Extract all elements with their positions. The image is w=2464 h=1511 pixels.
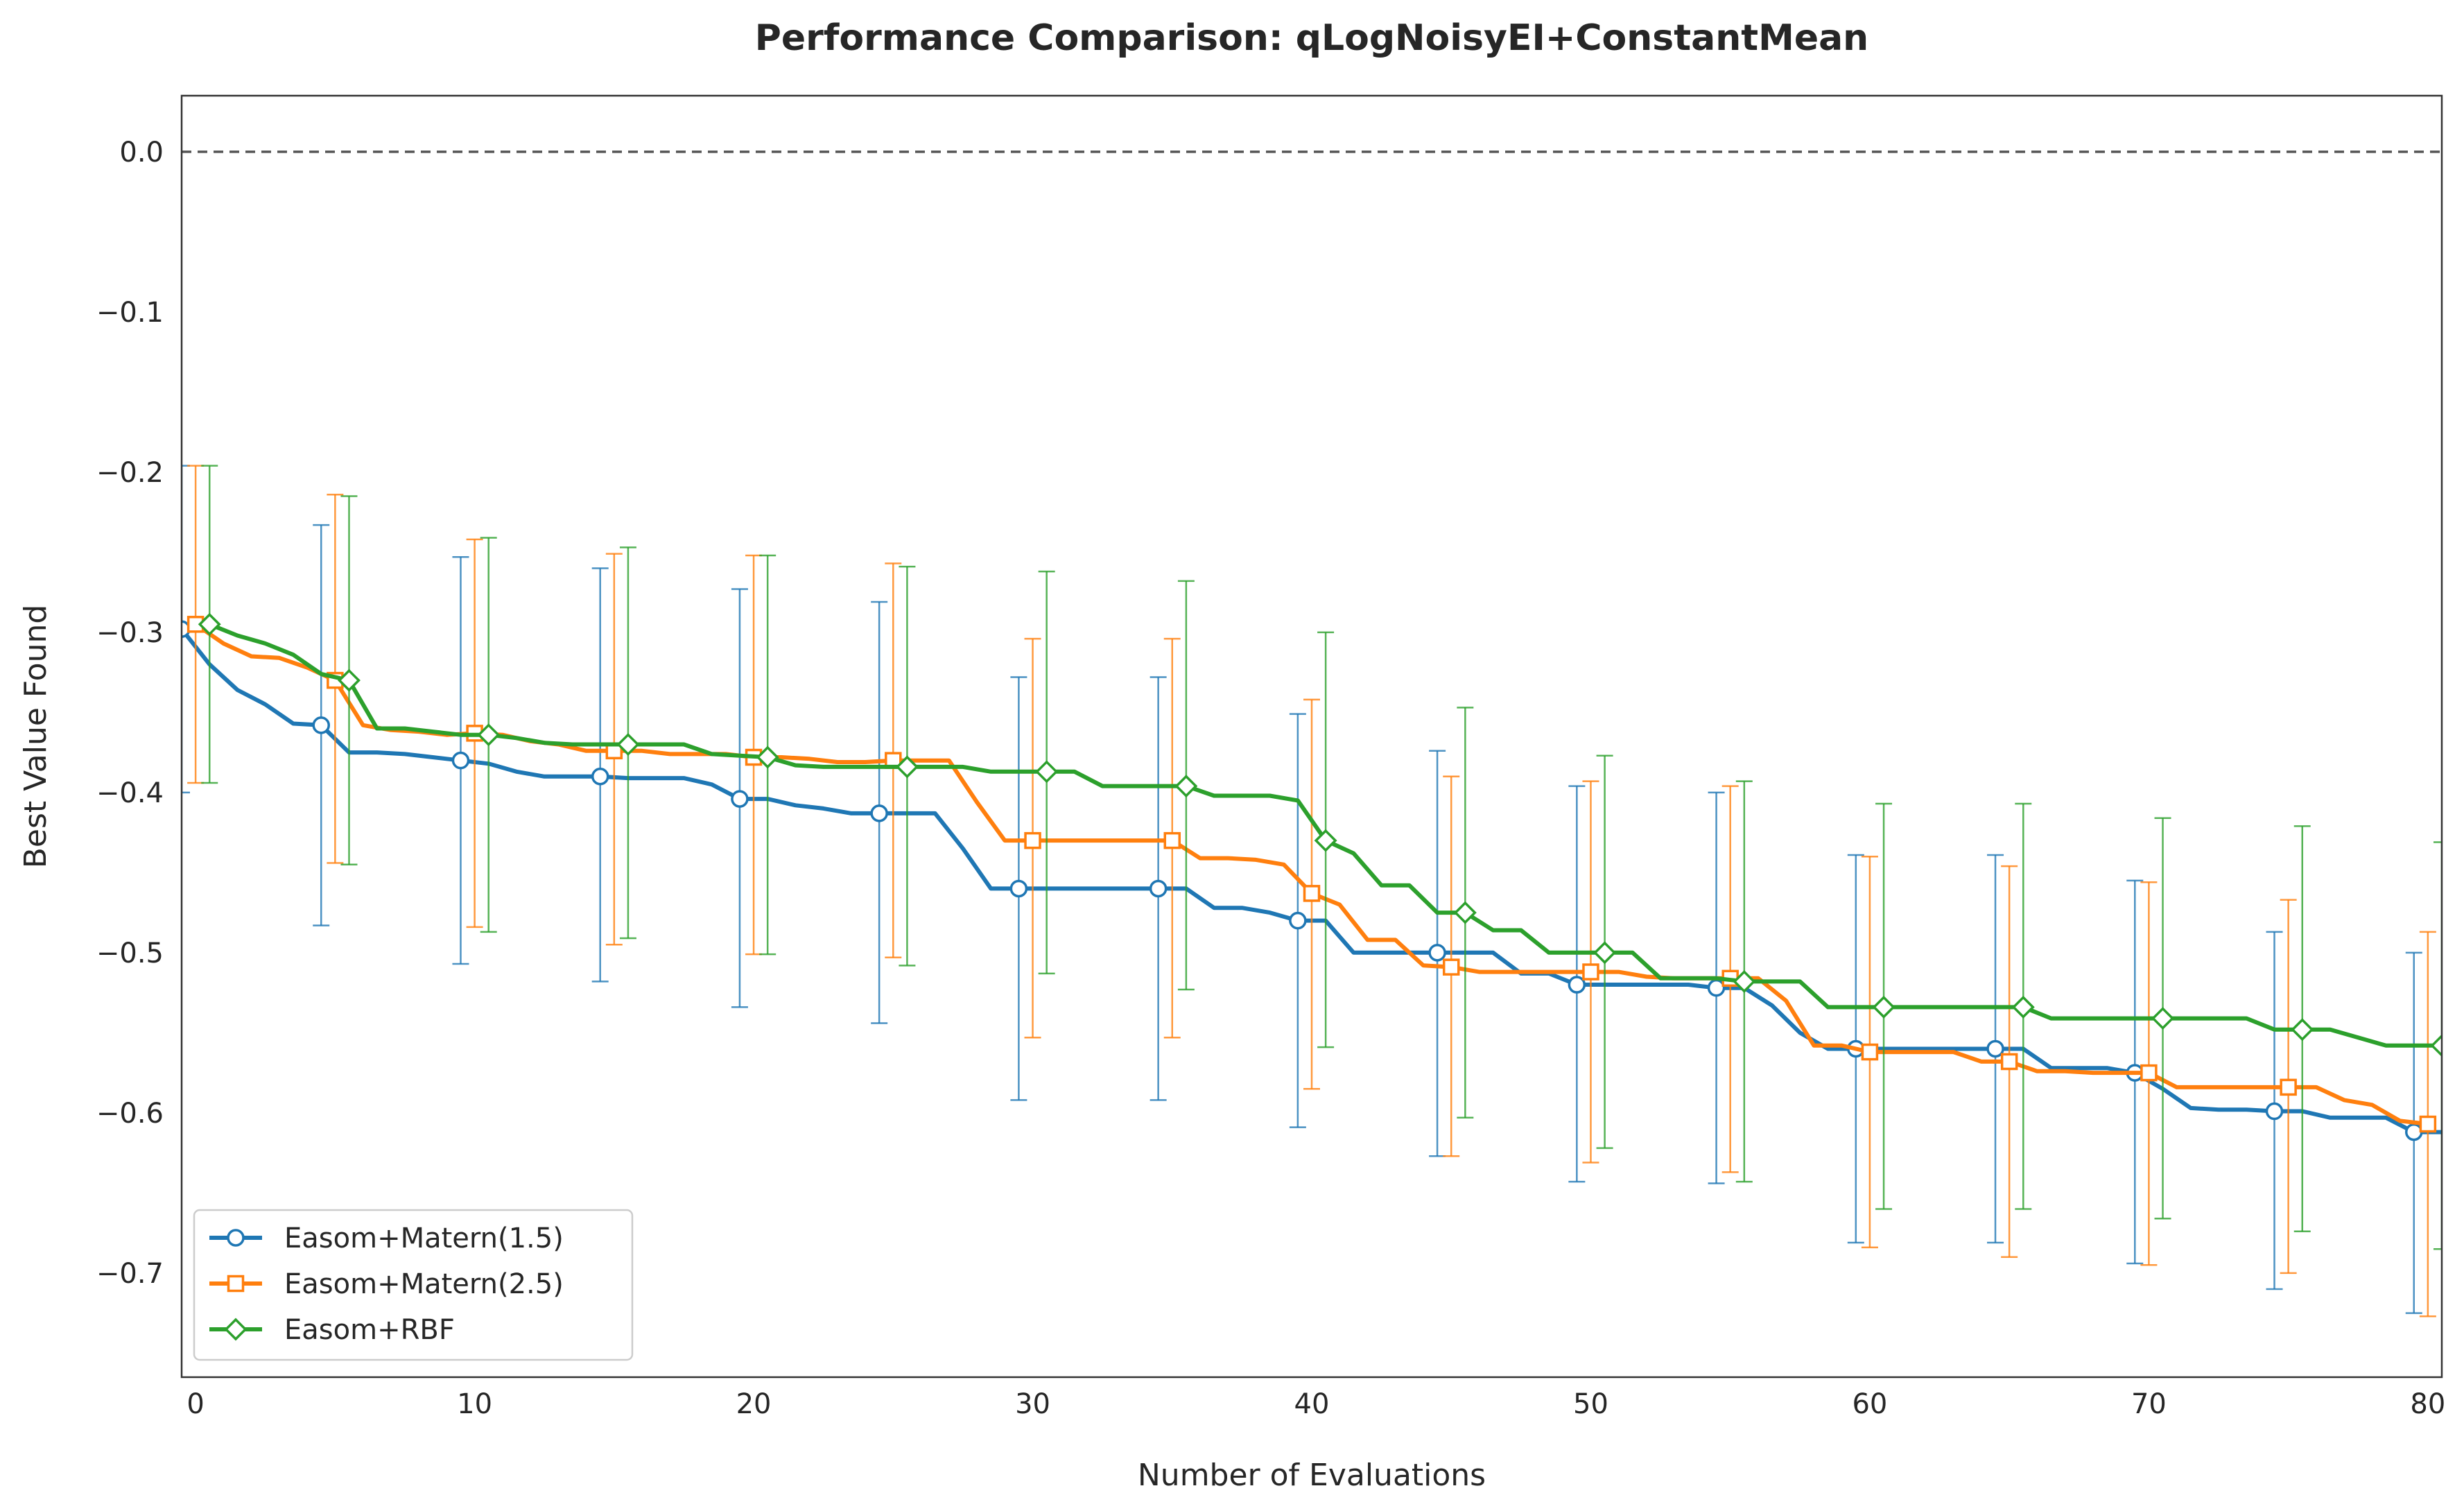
data-point (1568, 976, 1586, 994)
data-point (2280, 1078, 2297, 1096)
y-tick-label: −0.4 (96, 777, 164, 809)
data-point (870, 804, 888, 822)
data-point (477, 723, 501, 747)
x-tick-label: 80 (2410, 1388, 2445, 1420)
legend-item: Easom+Matern(1.5) (209, 1223, 564, 1254)
data-point (2419, 1115, 2437, 1133)
data-point (895, 755, 919, 779)
legend-item: Easom+Matern(2.5) (209, 1268, 564, 1300)
series-3 (198, 465, 2442, 1250)
data-point (1442, 958, 1460, 976)
legend-frame (193, 1209, 634, 1361)
x-tick-label: 0 (186, 1388, 204, 1420)
data-point (1035, 760, 1059, 784)
legend-item: Easom+RBF (209, 1314, 455, 1346)
x-axis-ticks: 0 10 20 30 40 50 60 70 80 (186, 1388, 2445, 1420)
legend-marker (227, 1275, 245, 1293)
data-point (731, 790, 749, 808)
x-tick-label: 60 (1852, 1388, 1887, 1420)
data-point (1582, 963, 1599, 981)
x-tick-label: 20 (736, 1388, 772, 1420)
data-point (1024, 831, 1041, 849)
data-point (2000, 1053, 2018, 1071)
data-point (591, 768, 609, 786)
data-point (2405, 1123, 2423, 1141)
data-point (1593, 941, 1617, 965)
y-tick-label: −0.7 (96, 1258, 164, 1290)
y-tick-label: −0.1 (96, 297, 164, 329)
data-point (1733, 969, 1756, 993)
data-point (1707, 978, 1726, 997)
data-point (1303, 885, 1321, 902)
data-point (338, 668, 361, 692)
y-axis-label: Best Value Found (18, 605, 53, 869)
legend-label: Easom+Matern(1.5) (284, 1223, 564, 1254)
x-axis-label: Number of Evaluations (1138, 1458, 1486, 1493)
data-point (2265, 1102, 2284, 1121)
series-2 (186, 465, 2437, 1318)
x-tick-label: 10 (457, 1388, 492, 1420)
data-point (1314, 829, 1337, 852)
x-tick-label: 50 (1573, 1388, 1608, 1420)
chart-title: Performance Comparison: qLogNoisyEI+Cons… (755, 17, 1868, 59)
y-tick-label: −0.6 (96, 1098, 164, 1130)
data-point (2430, 1034, 2442, 1057)
data-point (2151, 1007, 2175, 1030)
data-point (1872, 995, 1895, 1019)
data-point (756, 745, 779, 769)
legend: Easom+Matern(1.5) Easom+Matern(2.5) Easom+… (193, 1209, 634, 1361)
plot-frame (180, 94, 2443, 1379)
x-tick-label: 70 (2131, 1388, 2167, 1420)
legend-marker (227, 1229, 245, 1247)
data-point (1453, 901, 1477, 924)
data-point (1986, 1039, 2004, 1058)
y-tick-label: −0.5 (96, 938, 164, 969)
y-tick-label: −0.3 (96, 617, 164, 649)
plot-area (180, 94, 2443, 1379)
legend-label: Easom+RBF (284, 1314, 455, 1346)
y-axis-ticks: 0.0 −0.1 −0.2 −0.3 −0.4 −0.5 −0.6 −0.7 (96, 137, 164, 1290)
data-point (1289, 911, 1307, 930)
y-tick-label: −0.2 (96, 457, 164, 489)
legend-label: Easom+Matern(2.5) (284, 1268, 564, 1300)
data-point (312, 716, 330, 734)
data-point (2140, 1064, 2158, 1082)
data-point (1174, 775, 1198, 798)
data-point (198, 612, 221, 636)
series-layer (182, 465, 2442, 1318)
data-point (1163, 831, 1181, 849)
data-point (2291, 1018, 2314, 1042)
data-point (1149, 879, 1168, 898)
x-tick-label: 40 (1294, 1388, 1330, 1420)
data-point (2011, 995, 2035, 1019)
y-tick-label: 0.0 (119, 137, 164, 169)
legend-marker (224, 1318, 248, 1341)
data-point (1861, 1043, 1879, 1061)
data-point (1009, 879, 1028, 898)
data-point (451, 751, 470, 770)
x-tick-label: 30 (1015, 1388, 1050, 1420)
data-point (1428, 944, 1446, 962)
data-point (616, 733, 640, 757)
